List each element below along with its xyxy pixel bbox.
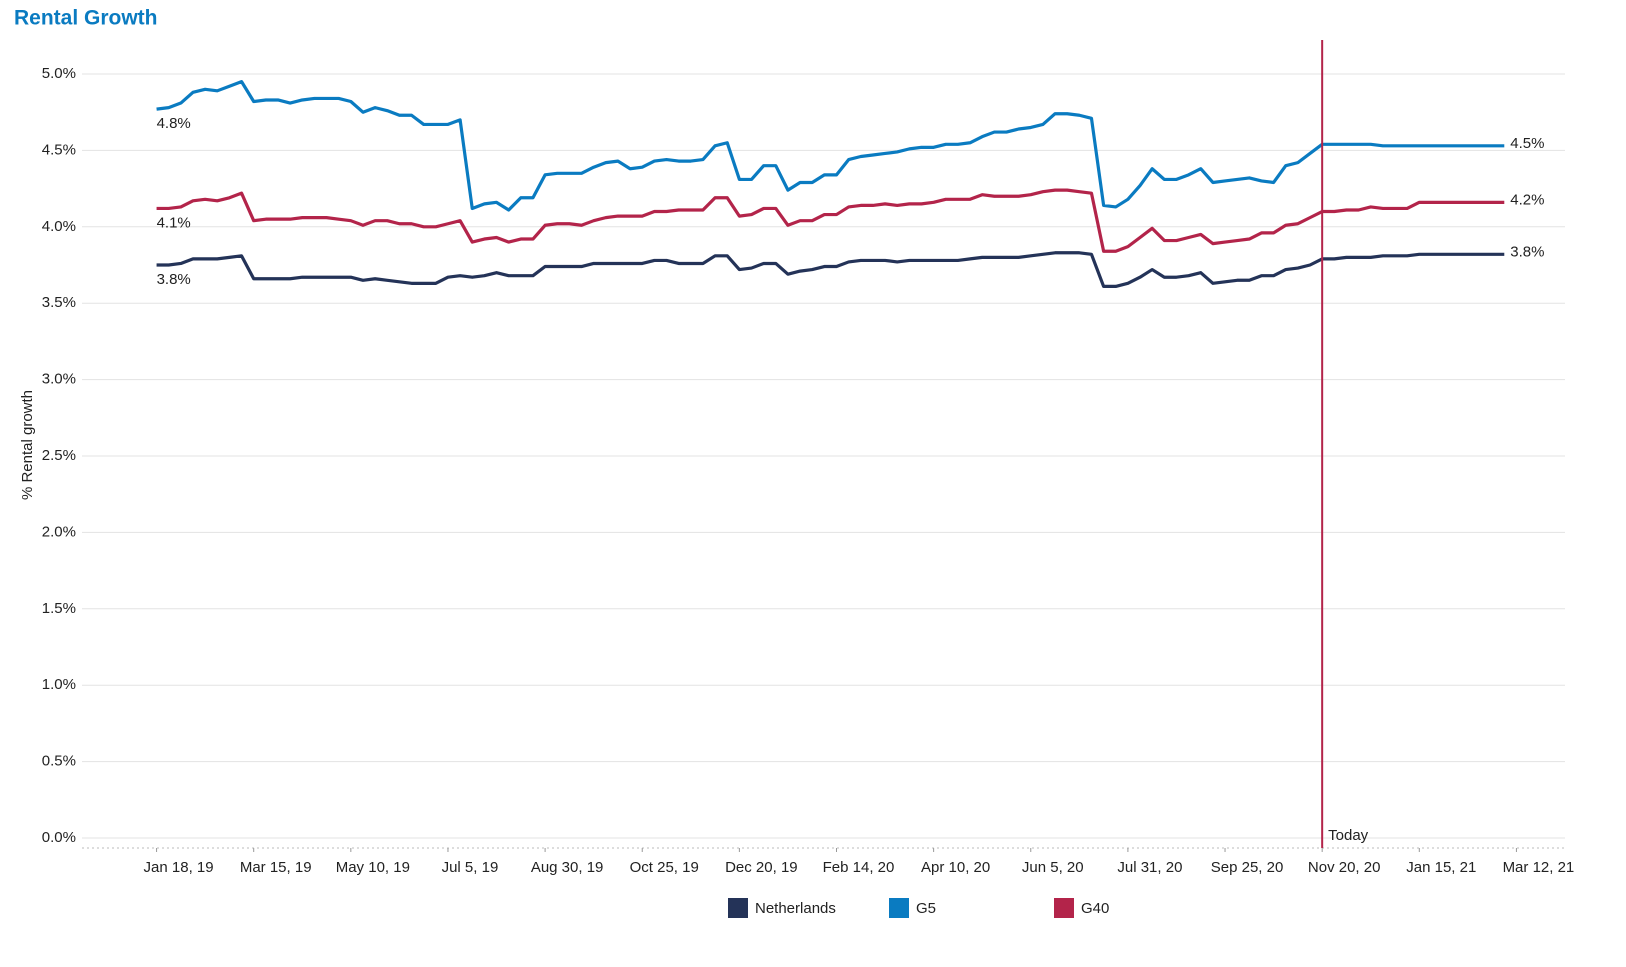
legend-swatch — [728, 898, 748, 918]
x-tick-label: Oct 25, 19 — [630, 859, 699, 876]
legend-label: G40 — [1081, 900, 1109, 917]
y-tick-label: 4.0% — [42, 218, 76, 235]
legend-swatch — [1054, 898, 1074, 918]
x-tick-label: Dec 20, 19 — [725, 859, 798, 876]
x-tick-label: Jan 18, 19 — [144, 859, 214, 876]
y-tick-label: 2.5% — [42, 447, 76, 464]
series-line — [156, 188, 1505, 253]
x-tick-label: Jul 31, 20 — [1117, 859, 1182, 876]
chart-title: Rental Growth — [14, 7, 158, 30]
x-tick-label: Feb 14, 20 — [823, 859, 895, 876]
y-tick-label: 3.0% — [42, 371, 76, 388]
x-tick-label: Nov 20, 20 — [1308, 859, 1381, 876]
y-tick-label: 1.5% — [42, 600, 76, 617]
y-tick-label: 5.0% — [42, 65, 76, 82]
y-tick-label: 0.5% — [42, 753, 76, 770]
x-tick-label: Aug 30, 19 — [531, 859, 604, 876]
data-label: 4.5% — [1510, 135, 1544, 152]
y-tick-label: 3.5% — [42, 294, 76, 311]
x-tick-label: Jul 5, 19 — [442, 859, 499, 876]
y-tick-label: 1.0% — [42, 676, 76, 693]
x-tick-label: Jun 5, 20 — [1022, 859, 1084, 876]
y-axis-label: % Rental growth — [19, 390, 36, 500]
x-tick-label: Sep 25, 20 — [1211, 859, 1284, 876]
data-label: 4.1% — [157, 214, 191, 231]
y-tick-label: 0.0% — [42, 829, 76, 846]
y-tick-label: 2.0% — [42, 523, 76, 540]
legend-swatch — [889, 898, 909, 918]
data-label: 4.8% — [157, 115, 191, 132]
annotation-label: Today — [1328, 827, 1369, 844]
legend-label: Netherlands — [755, 900, 836, 917]
legend-label: G5 — [916, 900, 936, 917]
x-tick-label: Mar 12, 21 — [1503, 859, 1575, 876]
x-tick-label: Jan 15, 21 — [1406, 859, 1476, 876]
data-label: 3.8% — [1510, 243, 1544, 260]
x-tick-label: May 10, 19 — [336, 859, 410, 876]
data-label: 3.8% — [157, 271, 191, 288]
series-line — [156, 80, 1505, 212]
y-tick-label: 4.5% — [42, 141, 76, 158]
data-label: 4.2% — [1510, 191, 1544, 208]
series-line — [156, 251, 1505, 288]
x-tick-label: Apr 10, 20 — [921, 859, 990, 876]
x-tick-label: Mar 15, 19 — [240, 859, 312, 876]
